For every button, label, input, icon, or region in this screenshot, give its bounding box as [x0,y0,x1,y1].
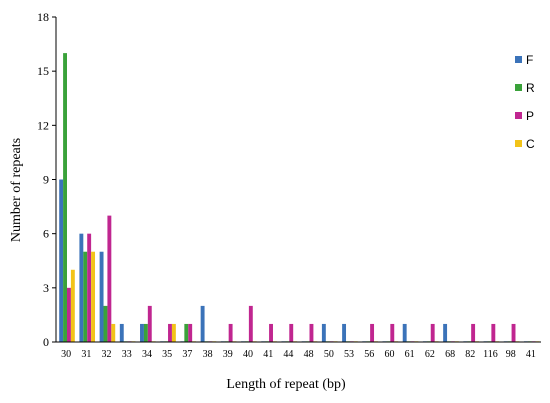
bar-c [70,269,75,342]
x-axis-title: Length of repeat (bp) [226,377,346,392]
bar-r [63,53,67,343]
x-tick-label: 61 [405,349,415,360]
x-tick-label: 40 [243,349,253,360]
x-tick-label: 48 [304,349,314,360]
bar-f [119,323,124,342]
x-tick-label: 33 [122,349,132,360]
x-tick-label: 30 [61,349,71,360]
y-tick-label: 0 [43,335,49,349]
bar-r [103,305,108,342]
bar-p [390,323,395,342]
y-tick-label: 12 [37,118,49,132]
x-tick-label: 37 [182,349,192,360]
legend-swatch-c [515,140,522,147]
bar-p [188,323,193,342]
bar-f [79,233,84,342]
y-ticks-group: 0 3 6 9 12 15 18 [37,10,56,349]
bar-p [107,215,112,342]
bar-p [289,323,294,342]
x-tick-label: 53 [344,349,354,360]
legend-swatch-f [515,56,522,63]
bar-f [342,323,347,342]
x-tick-label: 44 [283,349,293,360]
bar-f [99,251,104,342]
legend-swatch-p [515,112,522,119]
x-tick-label: 35 [162,349,172,360]
bar-c [91,251,96,342]
y-tick-label: 18 [37,10,49,24]
bar-r [143,323,148,342]
y-tick-label: 3 [43,281,49,295]
bar-p [370,323,375,342]
bar-p [228,323,233,342]
x-tick-label: 31 [81,349,91,360]
x-tick-label: 68 [445,349,455,360]
bar-p [168,323,172,342]
x-tick-label: 98 [506,349,516,360]
bar-c [111,323,116,342]
legend-label-p: P [526,109,534,123]
bar-f [140,323,144,342]
x-tick-label: 56 [364,349,374,360]
bar-r [184,323,189,342]
bar-c [171,323,176,342]
x-tick-label: 60 [384,349,394,360]
y-tick-label: 9 [43,173,49,187]
bar-f [200,305,205,342]
legend-swatch-r [515,84,522,91]
y-axis-title: Number of repeats [9,138,24,242]
legend-label-c: C [526,137,535,151]
legend-label-r: R [526,81,535,95]
bar-f [59,179,64,342]
bar-f [443,323,448,342]
bar-p [309,323,314,342]
bar-p [269,323,273,342]
y-tick-label: 6 [43,227,49,241]
x-tick-label: 34 [142,349,152,360]
x-tick-label: 62 [425,349,435,360]
x-tick-label: 116 [483,349,498,360]
bar-p [248,305,253,342]
bar-p [430,323,435,342]
legend-label-f: F [526,53,533,67]
bar-p [491,323,496,342]
bar-p [511,323,516,342]
x-tick-label: 41 [526,349,536,360]
x-tick-label: 39 [223,349,233,360]
x-tick-label: 50 [324,349,334,360]
x-tick-label: 41 [263,349,273,360]
y-tick-label: 15 [37,64,49,78]
bar-f [321,323,326,342]
bar-p [87,233,92,342]
x-ticks-group: 30 31 32 33 34 35 37 38 39 40 41 44 48 50 53 56 60 61 62 68… [61,349,536,360]
bar-f [402,323,407,342]
bar-p [471,323,476,342]
bar-p [67,287,71,342]
x-tick-label: 32 [102,349,112,360]
bar-p [147,305,152,342]
x-tick-label: 38 [203,349,213,360]
bars-group [59,53,540,343]
x-tick-label: 82 [465,349,475,360]
bar-r [83,251,88,342]
